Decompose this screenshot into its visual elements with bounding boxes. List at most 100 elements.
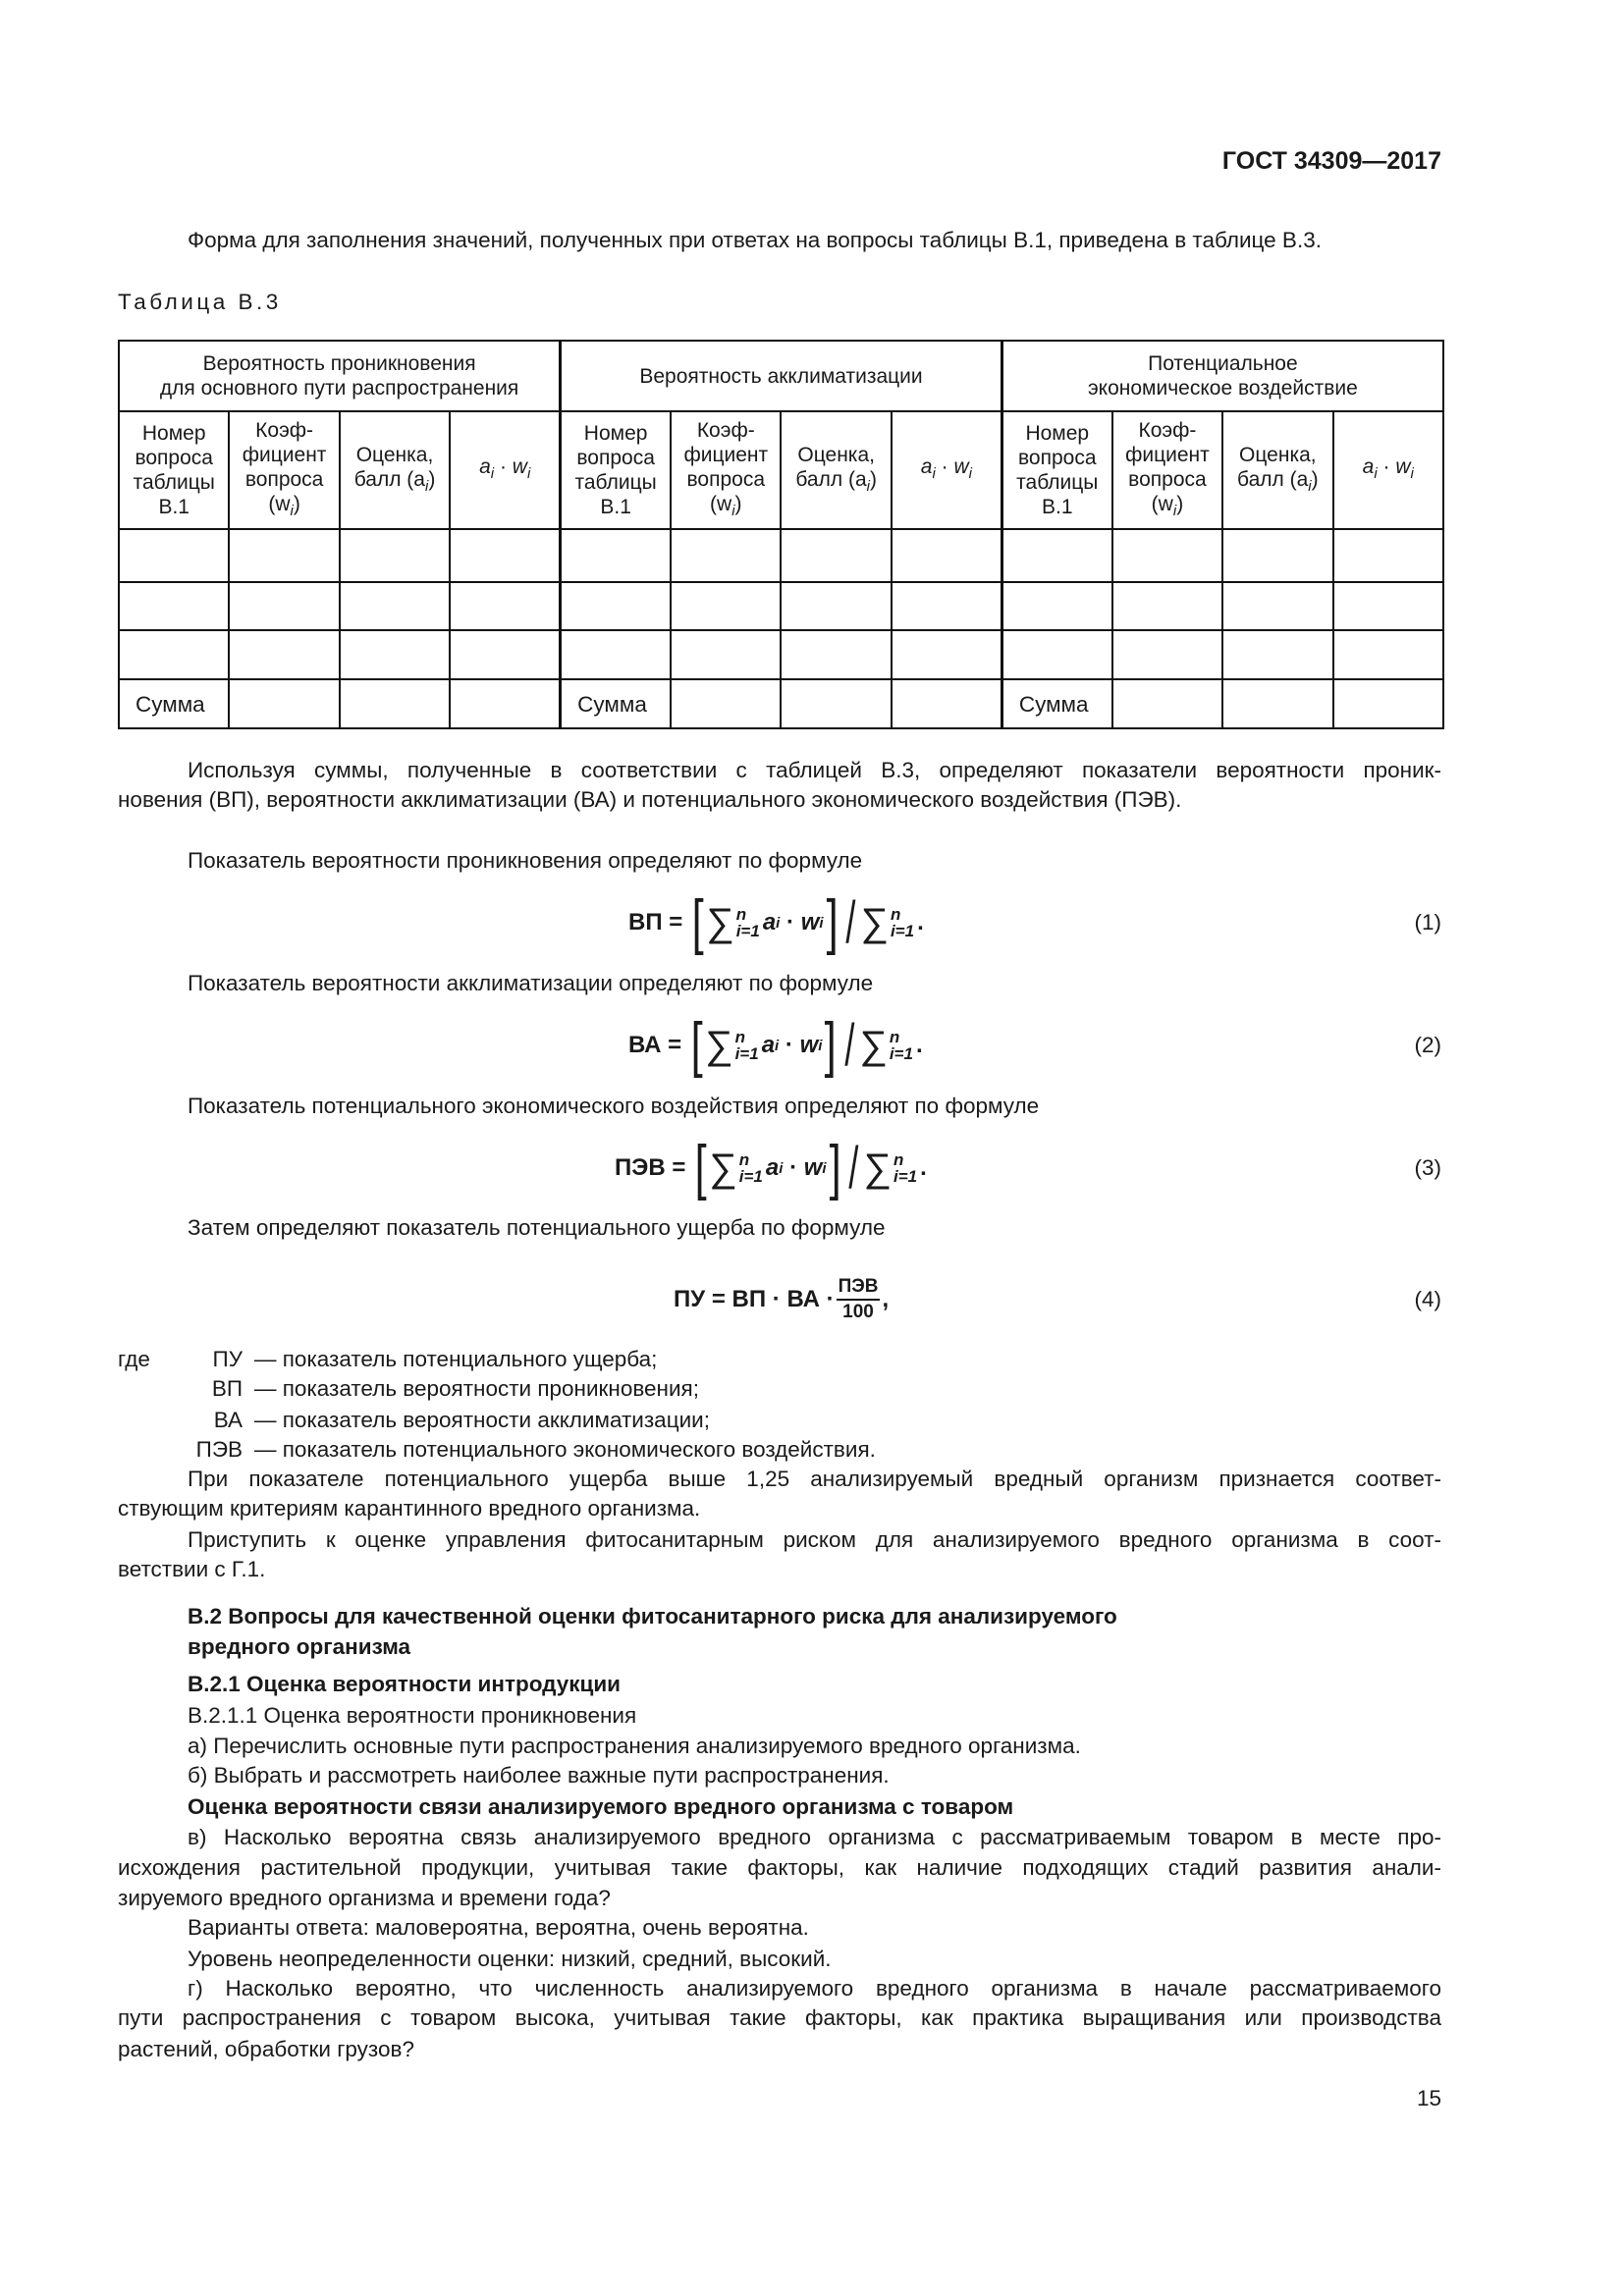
empty-cell[interactable] (338, 581, 452, 631)
sigma-icon: ∑ (860, 901, 889, 944)
fraction: ПЭВ 100 (836, 1275, 881, 1324)
empty-cell[interactable] (1110, 629, 1224, 680)
formula2-intro: Показатель вероятности акклиматизации оп… (188, 971, 874, 995)
subheading: Оценка вероятности связи анализируемого … (188, 1794, 1014, 1819)
empty-cell[interactable] (670, 581, 783, 631)
empty-cell[interactable] (559, 581, 673, 631)
empty-cell[interactable] (1221, 678, 1334, 729)
bracket: [ (691, 888, 704, 956)
empty-cell[interactable] (559, 528, 673, 583)
empty-cell[interactable] (890, 629, 1003, 680)
empty-cell[interactable] (780, 581, 893, 631)
formula4-intro: Затем определяют показатель потенциально… (188, 1215, 886, 1240)
formula-lhs: ВА (628, 1032, 662, 1058)
group-header: Вероятность проникновения для основного п… (118, 340, 562, 412)
item-v-1: в) Насколько вероятна связь анализируемо… (188, 1825, 1441, 1849)
empty-cell[interactable] (1221, 581, 1334, 631)
formula-1: ВП = [∑ n i=1 a i · w i] / ∑ n i=1. (628, 888, 924, 956)
empty-cell[interactable] (228, 629, 341, 680)
empty-cell[interactable] (670, 629, 783, 680)
item-a: а) Перечислить основные пути распростран… (188, 1734, 1081, 1758)
where-symbol: ПУ (212, 1347, 243, 1371)
empty-cell[interactable] (228, 678, 341, 729)
para-sums-1: Используя суммы, полученные в соответств… (188, 758, 1441, 782)
empty-cell[interactable] (338, 678, 452, 729)
empty-cell[interactable] (1331, 581, 1444, 631)
section-b2-heading-2: вредного организма (188, 1634, 411, 1659)
formula-lhs: ВП (628, 909, 663, 935)
empty-cell[interactable] (1331, 528, 1444, 583)
sigma-icon: ∑ (859, 1024, 888, 1067)
formula3-intro: Показатель потенциального экономического… (188, 1094, 1040, 1118)
empty-cell[interactable] (890, 581, 1003, 631)
column-product: ai · wi (1331, 410, 1444, 530)
sum-label: Сумма (559, 678, 673, 729)
column-product: ai · wi (890, 410, 1003, 530)
empty-cell[interactable] (449, 629, 562, 680)
empty-cell[interactable] (1221, 629, 1334, 680)
column-coefficient: Коэф-фициент вопроса (wi) (1110, 410, 1224, 530)
empty-cell[interactable] (1110, 678, 1224, 729)
where-description: — показатель потенциального экономическо… (254, 1437, 876, 1462)
table-row (117, 581, 1444, 631)
empty-cell[interactable] (1331, 629, 1444, 680)
empty-cell[interactable] (1221, 528, 1334, 583)
section-b2-heading-1: В.2 Вопросы для качественной оценки фито… (188, 1604, 1117, 1629)
group-header-line: для основного пути распространения (159, 377, 519, 400)
empty-cell[interactable] (559, 629, 673, 680)
column-coefficient: Коэф-фициент вопроса (wi) (228, 410, 341, 530)
para-proceed-2: ветствии с Г.1. (118, 1557, 266, 1581)
table-caption: Таблица В.3 (118, 290, 282, 314)
empty-cell[interactable] (780, 629, 893, 680)
equation-number-2: (2) (1414, 1033, 1442, 1057)
equation-number-1: (1) (1414, 910, 1442, 934)
empty-cell[interactable] (117, 629, 231, 680)
empty-cell[interactable] (1331, 678, 1444, 729)
empty-cell[interactable] (117, 581, 231, 631)
empty-cell[interactable] (117, 528, 231, 583)
where-word: где (118, 1347, 150, 1371)
group-header-line: Вероятность проникновения (202, 352, 476, 375)
empty-cell[interactable] (1000, 629, 1113, 680)
empty-cell[interactable] (449, 528, 562, 583)
empty-cell[interactable] (338, 629, 452, 680)
empty-cell[interactable] (890, 528, 1003, 583)
empty-cell[interactable] (780, 528, 893, 583)
equation-number-4: (4) (1414, 1287, 1442, 1311)
formula-3: ПЭВ = [∑ n i=1 a i · w i] / ∑ n i=1. (615, 1134, 927, 1201)
where-symbol: ВА (213, 1408, 243, 1432)
item-g-3: растений, обработки грузов? (118, 2037, 414, 2061)
empty-cell[interactable] (228, 528, 341, 583)
empty-cell[interactable] (890, 678, 1003, 729)
empty-cell[interactable] (1110, 581, 1224, 631)
section-b21-heading: В.2.1 Оценка вероятности интродукции (188, 1672, 621, 1696)
item-g-1: г) Насколько вероятно, что численность а… (188, 1976, 1441, 2001)
division-slash: / (845, 889, 856, 955)
empty-cell[interactable] (449, 581, 562, 631)
where-symbol: ВП (211, 1376, 243, 1401)
empty-cell[interactable] (1000, 581, 1113, 631)
sum-row: Сумма Сумма Сумма (117, 678, 1444, 729)
empty-cell[interactable] (670, 528, 783, 583)
empty-cell[interactable] (1110, 528, 1224, 583)
column-question-number: Номер вопроса таблицы В.1 (117, 410, 231, 530)
division-slash: / (848, 1135, 859, 1201)
sigma-icon: ∑ (709, 1147, 737, 1190)
where-description: — показатель потенциального ущерба; (254, 1347, 658, 1371)
empty-cell[interactable] (338, 528, 452, 583)
empty-cell[interactable] (1000, 528, 1113, 583)
empty-cell[interactable] (780, 678, 893, 729)
item-v-2: исхождения растительной продукции, учиты… (118, 1855, 1441, 1880)
empty-cell[interactable] (228, 581, 341, 631)
sigma-icon: ∑ (705, 1024, 733, 1067)
group-header-line: экономическое воздействие (1087, 377, 1358, 400)
item-g-2: пути распространения с товаром высока, у… (118, 2005, 1441, 2030)
empty-cell[interactable] (670, 678, 783, 729)
section-b211: В.2.1.1 Оценка вероятности проникновения (188, 1703, 637, 1728)
bracket: ] (824, 1011, 838, 1079)
empty-cell[interactable] (449, 678, 562, 729)
fraction-numerator: ПЭВ (836, 1275, 881, 1301)
para-sums-2: новения (ВП), вероятности акклиматизации… (118, 787, 1182, 812)
where-description: — показатель вероятности акклиматизации; (254, 1408, 710, 1432)
sigma-icon: ∑ (706, 901, 734, 944)
